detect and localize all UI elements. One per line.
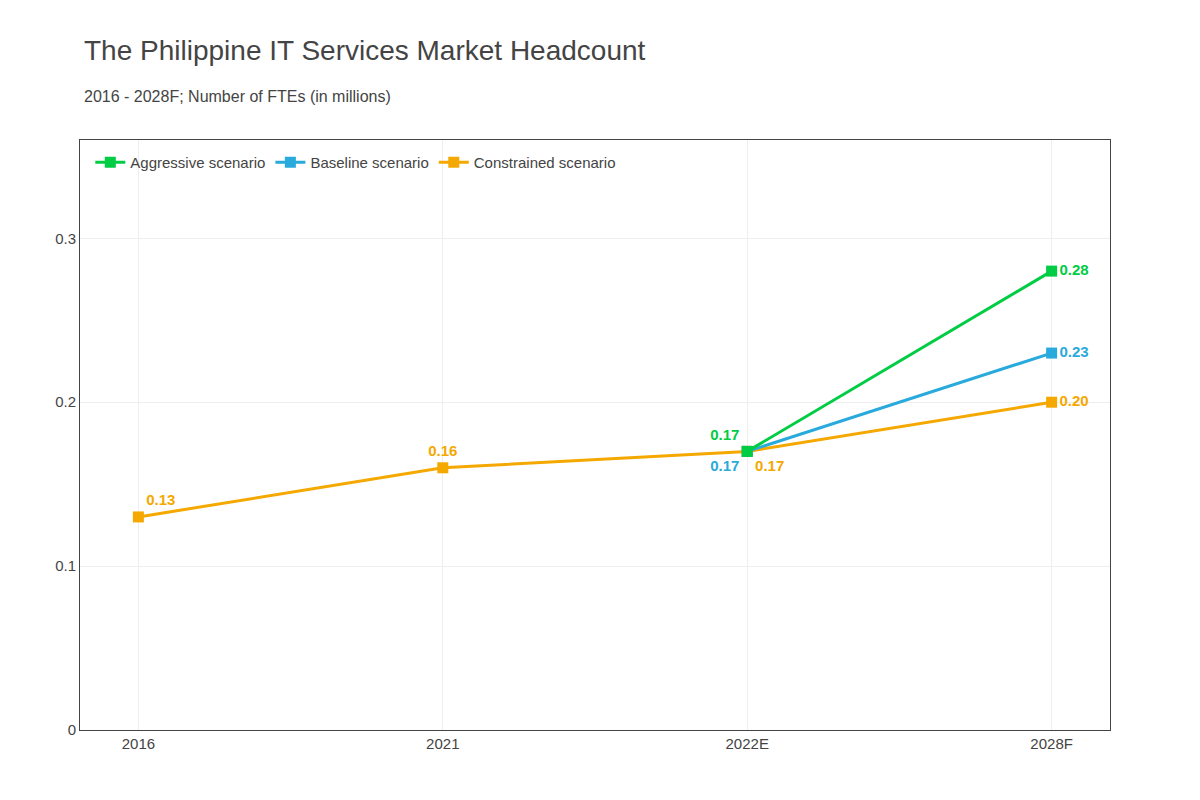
svg-text:0.3: 0.3 (55, 230, 76, 247)
svg-text:0: 0 (68, 721, 76, 738)
svg-text:0.28: 0.28 (1060, 261, 1089, 278)
svg-text:Baseline scenario: Baseline scenario (310, 154, 428, 171)
svg-text:Aggressive scenario: Aggressive scenario (130, 154, 265, 171)
svg-text:The Philippine IT Services Mar: The Philippine IT Services Market Headco… (84, 35, 646, 66)
svg-text:Constrained scenario: Constrained scenario (474, 154, 616, 171)
svg-text:2021: 2021 (426, 735, 459, 752)
svg-text:0.17: 0.17 (710, 457, 739, 474)
svg-text:0.17: 0.17 (710, 426, 739, 443)
svg-text:0.23: 0.23 (1060, 343, 1089, 360)
svg-text:2028F: 2028F (1030, 735, 1073, 752)
svg-text:2022E: 2022E (726, 735, 769, 752)
svg-text:0.2: 0.2 (55, 393, 76, 410)
svg-text:2016: 2016 (122, 735, 155, 752)
svg-text:0.16: 0.16 (428, 442, 457, 459)
svg-text:0.20: 0.20 (1060, 392, 1089, 409)
svg-text:0.17: 0.17 (755, 457, 784, 474)
svg-text:0.1: 0.1 (55, 557, 76, 574)
svg-text:0.13: 0.13 (146, 491, 175, 508)
svg-text:2016 - 2028F; Number of FTEs (: 2016 - 2028F; Number of FTEs (in million… (84, 88, 391, 105)
